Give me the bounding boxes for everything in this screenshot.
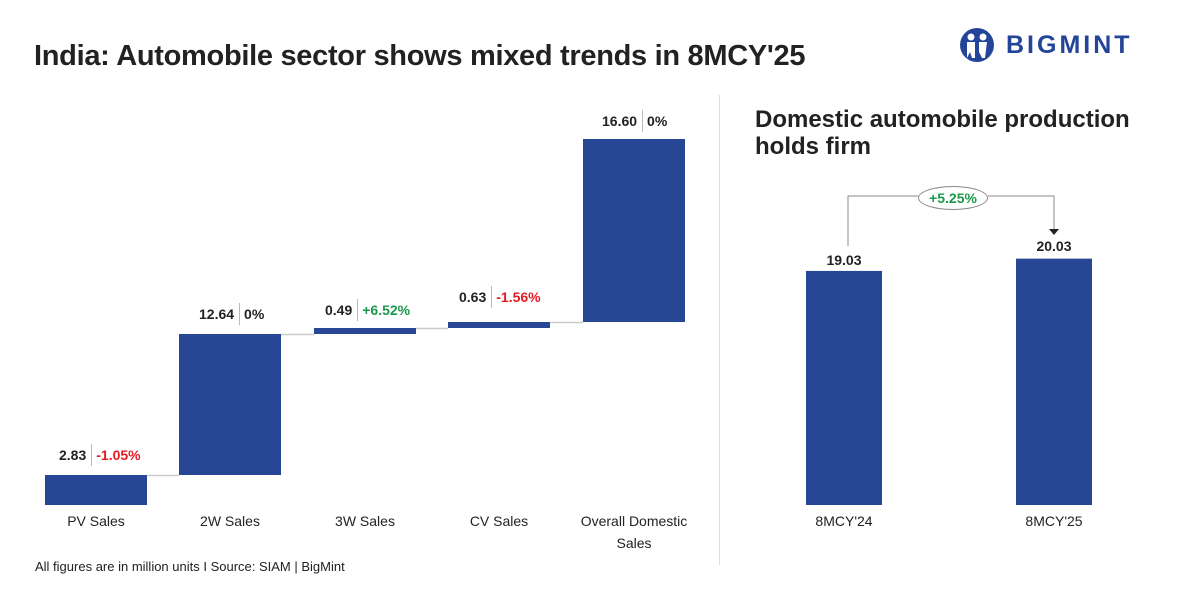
- annotation-connector: [988, 195, 1055, 230]
- arrow-head-icon: [1049, 229, 1059, 235]
- value-label-cv: 0.63 -1.56%: [459, 286, 541, 308]
- panel-divider: [719, 95, 720, 565]
- production-bar: [1016, 258, 1092, 505]
- value-label: 19.03: [826, 252, 862, 268]
- chart-title: India: Automobile sector shows mixed tre…: [34, 40, 806, 72]
- footer-note: All figures are in million units I Sourc…: [35, 559, 345, 574]
- change: 0%: [244, 306, 265, 322]
- x-tick-label: Overall Domestic Sales: [580, 513, 688, 551]
- waterfall-bar: [448, 322, 550, 328]
- logo-text: BIGMINT: [1006, 30, 1133, 59]
- waterfall-bar: [179, 334, 281, 475]
- value-label-2w: 12.64 0%: [199, 303, 264, 325]
- value-label: 20.03: [1036, 238, 1072, 254]
- value-label-3w: 0.49 +6.52%: [325, 299, 410, 321]
- right-chart-title: Domestic automobile production holds fir…: [755, 106, 1130, 160]
- value: 16.60: [602, 113, 638, 129]
- x-tick-label: 2W Sales: [200, 513, 260, 529]
- change-annotation: +5.25%: [918, 186, 988, 210]
- value-label-overall: 16.60 0%: [602, 110, 667, 132]
- x-tick-label: 8MCY'24: [815, 513, 873, 529]
- value: 0.63: [459, 289, 487, 305]
- x-tick-label: 8MCY'25: [1025, 513, 1083, 529]
- change: -1.56%: [496, 289, 541, 305]
- waterfall-bar: [314, 328, 416, 334]
- change: -1.05%: [96, 447, 141, 463]
- change: 0%: [647, 113, 668, 129]
- waterfall-bar: [583, 139, 685, 322]
- bigmint-logo-icon: [960, 28, 994, 62]
- x-tick-label: PV Sales: [67, 513, 125, 529]
- separator: [642, 110, 644, 132]
- separator: [91, 444, 93, 466]
- separator: [357, 299, 359, 321]
- change: +6.52%: [362, 302, 411, 318]
- x-tick-label: CV Sales: [469, 513, 529, 529]
- separator: [239, 303, 241, 325]
- separator: [491, 286, 493, 308]
- value: 2.83: [59, 447, 87, 463]
- value: 0.49: [325, 302, 353, 318]
- value-label-pv: 2.83 -1.05%: [59, 444, 141, 466]
- waterfall-bar: [45, 475, 147, 505]
- production-bar: [806, 270, 882, 505]
- value: 12.64: [199, 306, 235, 322]
- x-tick-label: 3W Sales: [335, 513, 395, 529]
- annotation-connector: [847, 195, 918, 246]
- bigmint-logo: BIGMINT: [958, 26, 1133, 64]
